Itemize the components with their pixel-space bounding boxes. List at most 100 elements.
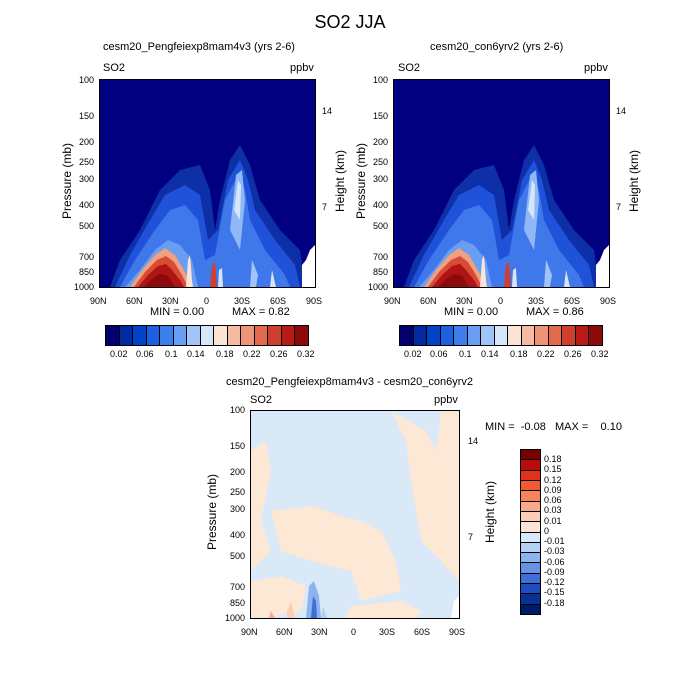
panel1-xtick: 0 [204, 296, 210, 306]
colorbar-swatch [521, 573, 540, 585]
panel3-ytick: 1000 [224, 613, 245, 623]
panel2-cb-label: 0.1 [459, 349, 472, 359]
colorbar-swatch [521, 470, 540, 481]
colorbar-swatch [535, 326, 549, 345]
panel1-cb-label: 0.14 [187, 349, 205, 359]
panel2-xtick: 90S [600, 296, 617, 306]
panel1-plot [99, 79, 316, 288]
panel3-ylabel-right: Height (km) [483, 481, 497, 544]
panel1-colorbar [105, 325, 309, 346]
panel2-cb-label: 0.18 [510, 349, 528, 359]
colorbar-swatch [521, 460, 540, 471]
colorbar-swatch [106, 326, 120, 345]
panel1-yright-tick: 7 [322, 202, 328, 212]
panel1-ytick: 100 [78, 75, 94, 85]
panel1-xtick: 60N [126, 296, 143, 306]
colorbar-swatch [440, 326, 455, 345]
panel3-contour [251, 411, 459, 618]
panel1-right-label: ppbv [290, 62, 314, 74]
panel2-ytick: 300 [372, 174, 388, 184]
panel3-cb-label: -0.09 [544, 567, 565, 577]
panel3-left-label: SO2 [250, 394, 273, 406]
panel3-cb-label: -0.12 [544, 577, 565, 587]
panel2-xtick: 60N [420, 296, 437, 306]
panel1-ytick: 850 [78, 267, 94, 277]
panel1-ytick: 250 [78, 157, 94, 167]
panel3-cb-label: 0.09 [544, 485, 562, 495]
colorbar-swatch [268, 326, 282, 345]
panel2-xtick: 60S [564, 296, 581, 306]
colorbar-swatch [521, 532, 540, 543]
panel3-ytick: 150 [229, 441, 245, 451]
colorbar-swatch [133, 326, 147, 345]
colorbar-swatch [521, 326, 536, 345]
panel2-ytick: 250 [372, 157, 388, 167]
panel3-xtick: 30S [379, 627, 396, 637]
panel1-ytick: 200 [78, 137, 94, 147]
colorbar-swatch [295, 326, 308, 345]
colorbar-swatch [521, 501, 540, 512]
colorbar-swatch [427, 326, 441, 345]
colorbar-swatch [413, 326, 428, 345]
colorbar-swatch [521, 450, 540, 461]
colorbar-swatch [254, 326, 269, 345]
panel3-xtick: 90S [449, 627, 466, 637]
panel2-ytick: 850 [372, 267, 388, 277]
colorbar-swatch [160, 326, 174, 345]
panel1-cb-label: 0.22 [243, 349, 261, 359]
panel2-ytick: 500 [372, 221, 388, 231]
panel1-xtick: 90S [306, 296, 323, 306]
colorbar-swatch [173, 326, 188, 345]
panel2-ytick: 1000 [367, 282, 388, 292]
panel3-xtick: 0 [351, 627, 357, 637]
panel3-ytick: 850 [229, 598, 245, 608]
colorbar-swatch [281, 326, 296, 345]
panel2-cb-label: 0.14 [481, 349, 499, 359]
colorbar-swatch [521, 491, 540, 502]
panel2-left-label: SO2 [398, 62, 421, 74]
panel3-yright-tick: 14 [468, 436, 479, 446]
panel3-cb-label: -0.06 [544, 557, 565, 567]
panel2-min: MIN = 0.00 [444, 306, 499, 318]
colorbar-swatch [562, 326, 576, 345]
panel3-cb-label: 0.03 [544, 505, 562, 515]
panel1-ytick: 150 [78, 111, 94, 121]
panel1-ytick: 300 [78, 174, 94, 184]
panel1-ytick: 1000 [73, 282, 94, 292]
colorbar-swatch [521, 542, 540, 554]
colorbar-swatch [548, 326, 563, 345]
panel2-cb-label: 0.06 [430, 349, 448, 359]
panel3-colorbar [520, 449, 541, 615]
panel2-xtick: 0 [498, 296, 504, 306]
panel3-title: cesm20_Pengfeiexp8mam4v3 - cesm20_con6yr… [226, 376, 474, 388]
panel3-ytick: 300 [229, 504, 245, 514]
colorbar-swatch [241, 326, 255, 345]
panel2-yright-tick: 14 [616, 106, 627, 116]
panel2-plot [393, 79, 610, 288]
panel3-cb-label: -0.15 [544, 587, 565, 597]
panel3-cb-label: 0.18 [544, 454, 562, 464]
panel1-cb-label: 0.06 [136, 349, 154, 359]
colorbar-swatch [494, 326, 509, 345]
panel2-cb-label: 0.26 [564, 349, 582, 359]
panel1-cb-label: 0.32 [297, 349, 315, 359]
panel1-cb-label: 0.02 [110, 349, 128, 359]
panel2-cb-label: 0.32 [591, 349, 609, 359]
colorbar-swatch [521, 594, 540, 605]
panel1-cb-label: 0.18 [216, 349, 234, 359]
panel1-xtick: 90N [90, 296, 107, 306]
panel2-max: MAX = 0.86 [526, 306, 584, 318]
panel2-ytick: 200 [372, 137, 388, 147]
colorbar-swatch [521, 604, 540, 614]
colorbar-swatch [521, 563, 540, 574]
panel3-plot [250, 410, 460, 619]
colorbar-swatch [146, 326, 161, 345]
panel2-colorbar [399, 325, 603, 346]
panel2-ylabel-right: Height (km) [627, 150, 641, 213]
panel3-xtick: 90N [241, 627, 258, 637]
panel2-title: cesm20_con6yrv2 (yrs 2-6) [430, 41, 564, 53]
colorbar-swatch [187, 326, 201, 345]
panel3-cb-label: 0 [544, 526, 550, 536]
panel2-contour [394, 80, 609, 287]
colorbar-swatch [481, 326, 495, 345]
